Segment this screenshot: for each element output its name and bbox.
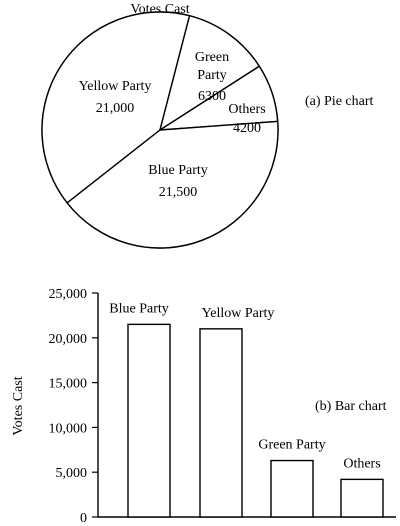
- pie-label-others: Others: [228, 102, 265, 117]
- bar-category-labels: Blue Party Yellow Party Green Party Others: [109, 301, 380, 471]
- bar-blue-party: [127, 323, 171, 518]
- bar-bars: [127, 323, 384, 518]
- bar-label-blue-party: Blue Party: [109, 301, 169, 316]
- bar-green-party: [270, 459, 314, 518]
- bar-label-others: Others: [343, 456, 380, 471]
- pie-slices: [41, 11, 279, 249]
- pie-slice-green-party: [158, 14, 261, 132]
- pie-label-green-party: Party: [197, 68, 227, 83]
- bar-label-yellow-party: Yellow Party: [202, 306, 275, 321]
- y-tick-label: 25,000: [49, 287, 88, 302]
- pie-label-blue-party: Blue Party: [148, 163, 208, 178]
- pie-caption: (a) Pie chart: [305, 94, 374, 109]
- bar-caption: (b) Bar chart: [315, 399, 387, 414]
- bar-others: [340, 478, 384, 518]
- pie-value-others: 4200: [233, 121, 261, 136]
- pie-value-yellow-party: 21,000: [96, 101, 135, 116]
- pie-label-yellow-party: Yellow Party: [79, 79, 152, 94]
- pie-chart: Votes Cast Yellow Party21,000GreenParty6…: [41, 2, 374, 249]
- y-tick-label: 20,000: [49, 332, 88, 347]
- pie-value-green-party: 6300: [198, 89, 226, 104]
- bar-chart: Votes Cast 0 5,000 10,000 15,000 20,000 25,00…: [11, 287, 396, 526]
- y-tick-label: 0: [80, 511, 87, 526]
- pie-slice-yellow-party: [41, 11, 191, 204]
- pie-slice-blue-party: [66, 120, 279, 249]
- bar-label-green-party: Green Party: [258, 438, 325, 453]
- y-tick-label: 10,000: [49, 421, 88, 436]
- bar-y-axis-label: Votes Cast: [11, 376, 26, 435]
- pie-value-blue-party: 21,500: [159, 185, 198, 200]
- bar-y-ticks: 0 5,000 10,000 15,000 20,000 25,000: [49, 287, 98, 526]
- bar-yellow-party: [199, 328, 243, 518]
- y-tick-label: 15,000: [49, 377, 88, 392]
- y-tick-label: 5,000: [56, 466, 88, 481]
- pie-label-green-party: Green: [195, 50, 229, 65]
